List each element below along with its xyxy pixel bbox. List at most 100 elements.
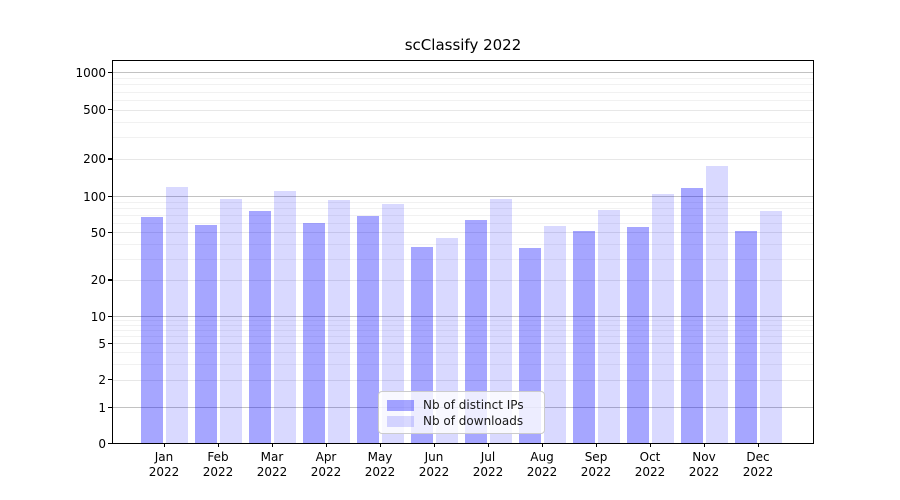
x-tick-label-nov: Nov 2022	[676, 450, 732, 480]
gridline-700	[113, 91, 813, 93]
x-label-year: 2022	[472, 465, 504, 479]
bar-nb-of-downloads-mar	[274, 191, 296, 443]
y-tick-1	[108, 406, 112, 408]
y-tick-label-20: 20	[90, 273, 106, 288]
x-tick-label-may: May 2022	[352, 450, 408, 480]
x-label-month: Feb	[207, 450, 229, 464]
x-tick-feb	[218, 443, 220, 447]
bar-nb-of-downloads-apr	[328, 199, 350, 443]
bar-nb-of-downloads-may	[382, 204, 404, 443]
x-tick-oct	[650, 443, 652, 447]
x-label-month: Oct	[639, 450, 661, 464]
x-tick-label-aug: Aug 2022	[514, 450, 570, 480]
gridline-500	[113, 109, 813, 111]
bar-nb-of-downloads-jan	[166, 187, 188, 443]
x-label-year: 2022	[364, 465, 396, 479]
y-tick-label-10: 10	[90, 309, 106, 324]
gridline-9	[113, 320, 813, 322]
x-label-month: Jun	[424, 450, 444, 464]
x-tick-label-feb: Feb 2022	[190, 450, 246, 480]
gridline-4	[113, 352, 813, 354]
x-tick-mar	[272, 443, 274, 447]
x-tick-label-dec: Dec 2022	[730, 450, 786, 480]
x-label-year: 2022	[526, 465, 558, 479]
y-tick-10	[108, 315, 112, 317]
y-tick-0	[108, 442, 112, 444]
gridline-8	[113, 324, 813, 326]
y-tick-label-5: 5	[98, 336, 106, 351]
x-tick-aug	[542, 443, 544, 447]
y-tick-20	[108, 279, 112, 281]
bar-nb-of-distinct-ips-sep	[573, 231, 595, 443]
x-tick-label-apr: Apr 2022	[298, 450, 354, 480]
y-tick-label-2: 2	[98, 373, 106, 388]
bar-nb-of-distinct-ips-nov	[681, 188, 703, 443]
y-tick-label-1000: 1000	[75, 65, 106, 80]
x-label-month: Mar	[260, 450, 284, 464]
bar-nb-of-distinct-ips-feb	[195, 224, 217, 443]
gridline-80	[113, 207, 813, 209]
legend: Nb of distinct IPs Nb of downloads	[378, 391, 545, 434]
bar-nb-of-downloads-dec	[760, 211, 782, 443]
gridline-900	[113, 77, 813, 79]
gridline-90	[113, 201, 813, 203]
y-tick-100	[108, 195, 112, 198]
bar-nb-of-distinct-ips-may	[357, 216, 379, 443]
x-label-year: 2022	[256, 465, 288, 479]
y-tick-5	[108, 342, 112, 345]
bar-nb-of-distinct-ips-dec	[735, 231, 757, 443]
chart-title: scClassify 2022	[404, 36, 522, 54]
x-label-year: 2022	[688, 465, 720, 479]
bar-nb-of-downloads-aug	[544, 225, 566, 443]
x-tick-label-sep: Sep 2022	[568, 450, 624, 480]
x-label-month: Dec	[746, 450, 770, 464]
plot-background	[113, 61, 813, 443]
x-label-year: 2022	[418, 465, 450, 479]
x-tick-label-oct: Oct 2022	[622, 450, 678, 480]
bar-nb-of-downloads-jul	[490, 198, 512, 443]
y-tick-50	[108, 231, 112, 234]
bar-nb-of-downloads-oct	[652, 194, 674, 443]
y-tick-label-500: 500	[83, 103, 106, 118]
legend-row-downloads: Nb of downloads	[387, 413, 535, 429]
y-tick-2	[108, 379, 112, 381]
bar-nb-of-distinct-ips-jan	[141, 217, 163, 443]
gridline-1000	[113, 72, 813, 74]
x-tick-dec	[758, 443, 760, 447]
x-tick-label-mar: Mar 2022	[244, 450, 300, 480]
x-tick-label-jul: Jul 2022	[460, 450, 516, 480]
x-tick-jan	[164, 443, 166, 447]
gridline-100	[113, 196, 813, 198]
x-label-year: 2022	[634, 465, 666, 479]
legend-label-downloads: Nb of downloads	[423, 414, 524, 428]
y-tick-label-100: 100	[83, 189, 106, 204]
gridline-50	[113, 232, 813, 234]
y-tick-1000	[108, 71, 112, 74]
x-label-year: 2022	[202, 465, 234, 479]
x-label-month: Jan	[154, 450, 174, 464]
gridline-30	[113, 258, 813, 260]
x-label-month: Apr	[315, 450, 337, 464]
gridline-200	[113, 158, 813, 160]
y-tick-label-0: 0	[98, 436, 106, 451]
bar-nb-of-distinct-ips-oct	[627, 227, 649, 443]
legend-swatch-distinct-ips	[387, 399, 414, 411]
x-label-month: Aug	[530, 450, 554, 464]
bar-nb-of-downloads-nov	[706, 165, 728, 443]
legend-label-distinct-ips: Nb of distinct IPs	[423, 398, 524, 412]
x-tick-may	[380, 443, 382, 447]
gridline-40	[113, 243, 813, 245]
legend-row-distinct-ips: Nb of distinct IPs	[387, 397, 535, 413]
bar-nb-of-distinct-ips-jul	[465, 220, 487, 443]
gridline-20	[113, 279, 813, 281]
x-label-year: 2022	[148, 465, 180, 479]
gridline-5	[113, 343, 813, 345]
x-label-month: May	[367, 450, 393, 464]
gridline-600	[113, 99, 813, 101]
gridline-60	[113, 222, 813, 224]
x-label-month: Sep	[584, 450, 608, 464]
x-label-year: 2022	[310, 465, 342, 479]
x-tick-jul	[488, 443, 490, 447]
y-tick-500	[108, 109, 112, 111]
